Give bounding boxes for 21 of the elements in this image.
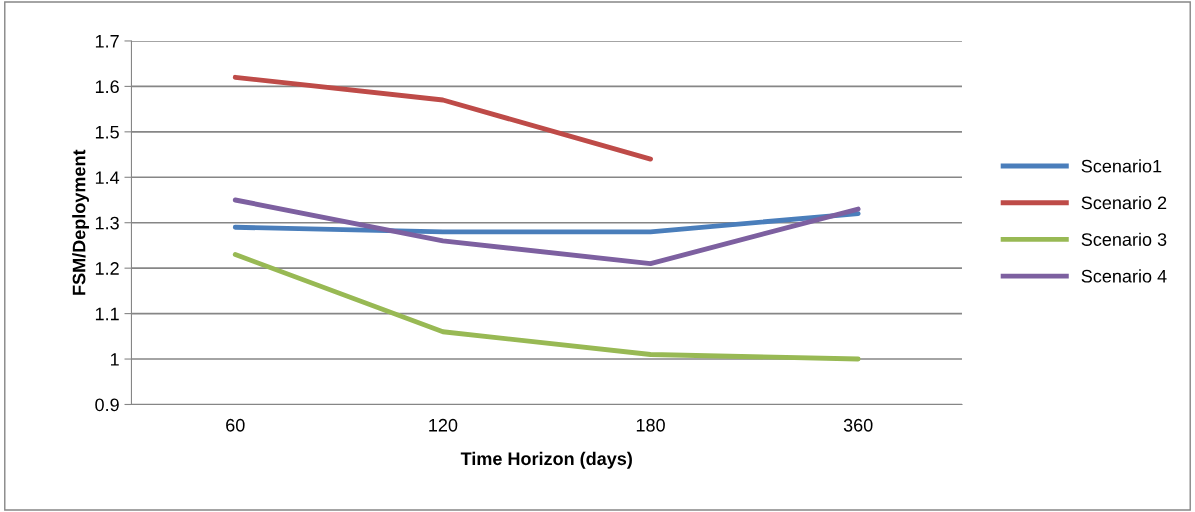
x-tick-label: 120 xyxy=(429,418,458,432)
y-tick-label: 1.6 xyxy=(95,80,119,94)
line-series xyxy=(232,197,861,267)
line-series xyxy=(232,252,861,362)
legend-label: Scenario 3 xyxy=(1081,232,1167,246)
y-tick-label: 1.4 xyxy=(95,171,120,184)
y-tick-label: 1 xyxy=(110,353,119,366)
y-tick-label: 0.9 xyxy=(95,398,119,412)
y-tick-label: 1.2 xyxy=(95,262,119,275)
y-tick-label: 1.1 xyxy=(95,307,119,321)
legend-label: Scenario 4 xyxy=(1081,269,1167,283)
y-tick-label: 1.7 xyxy=(95,35,119,48)
y-tick-label: 1.5 xyxy=(95,125,119,139)
legend-label: Scenario1 xyxy=(1081,159,1162,173)
y-tick-label: 1.3 xyxy=(95,216,119,230)
y-axis-title: FSM/Deployment xyxy=(72,149,89,295)
x-tick-label: 60 xyxy=(226,418,245,432)
x-tick-label: 360 xyxy=(843,418,873,432)
x-axis-title: Time Horizon (days) xyxy=(460,451,632,469)
x-tick-label: 180 xyxy=(636,418,665,432)
legend-label: Scenario 2 xyxy=(1081,195,1167,210)
